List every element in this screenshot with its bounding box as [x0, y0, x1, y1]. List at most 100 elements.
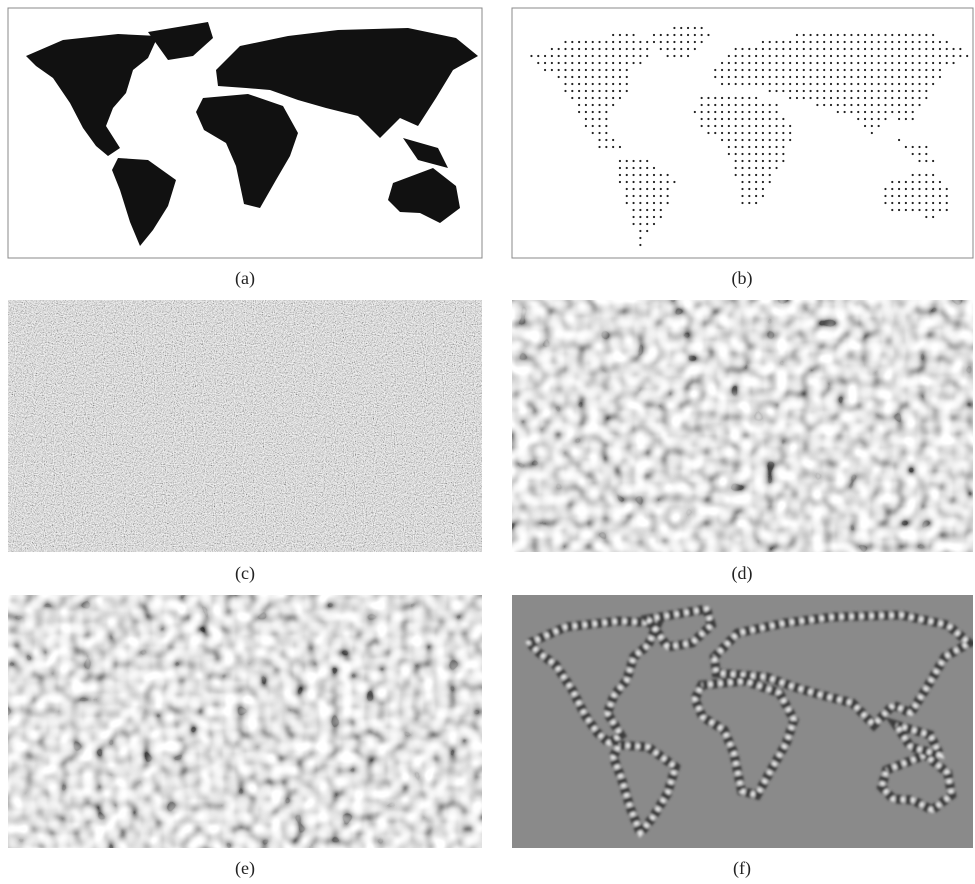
- dot: [769, 181, 771, 183]
- dot: [694, 48, 696, 50]
- dot: [939, 62, 941, 64]
- dot: [626, 174, 628, 176]
- dot: [864, 97, 866, 99]
- dot: [884, 104, 886, 106]
- dot: [741, 132, 743, 134]
- dot: [864, 111, 866, 113]
- dot: [782, 125, 784, 127]
- dot: [844, 97, 846, 99]
- dot: [932, 69, 934, 71]
- dot: [959, 55, 961, 57]
- dot: [803, 97, 805, 99]
- dot: [741, 62, 743, 64]
- dot: [769, 90, 771, 92]
- dot: [782, 132, 784, 134]
- dot: [619, 76, 621, 78]
- dot: [605, 48, 607, 50]
- dot: [925, 34, 927, 36]
- dot: [558, 76, 560, 78]
- dot: [619, 174, 621, 176]
- dot: [809, 90, 811, 92]
- dot: [694, 41, 696, 43]
- dot: [871, 111, 873, 113]
- dot: [918, 146, 920, 148]
- dot: [735, 153, 737, 155]
- dot: [762, 167, 764, 169]
- dot: [891, 104, 893, 106]
- dot: [680, 27, 682, 29]
- dot: [782, 160, 784, 162]
- dot: [741, 69, 743, 71]
- texture-image: [8, 595, 482, 848]
- dot: [803, 62, 805, 64]
- dot: [735, 62, 737, 64]
- dot: [789, 97, 791, 99]
- dot: [612, 34, 614, 36]
- dot: [789, 125, 791, 127]
- dot: [728, 62, 730, 64]
- dot: [748, 174, 750, 176]
- dot: [646, 181, 648, 183]
- dot: [837, 69, 839, 71]
- dot: [939, 69, 941, 71]
- dot: [578, 69, 580, 71]
- dot: [646, 209, 648, 211]
- dot: [864, 69, 866, 71]
- dot: [721, 69, 723, 71]
- dot: [626, 83, 628, 85]
- dot: [816, 104, 818, 106]
- dot: [932, 34, 934, 36]
- dot: [728, 125, 730, 127]
- dot: [905, 118, 907, 120]
- dot: [687, 34, 689, 36]
- dot: [864, 125, 866, 127]
- dot: [884, 118, 886, 120]
- dot: [598, 104, 600, 106]
- dot: [769, 69, 771, 71]
- noise-image: [8, 300, 482, 552]
- dot: [884, 48, 886, 50]
- dot: [592, 111, 594, 113]
- dot: [789, 90, 791, 92]
- dot: [632, 223, 634, 225]
- dot: [823, 69, 825, 71]
- dot: [598, 132, 600, 134]
- dot: [891, 202, 893, 204]
- dot: [598, 111, 600, 113]
- dot: [912, 48, 914, 50]
- dot: [850, 48, 852, 50]
- dot: [701, 104, 703, 106]
- dot: [632, 55, 634, 57]
- dot: [578, 111, 580, 113]
- dot: [755, 83, 757, 85]
- dot: [912, 104, 914, 106]
- dot: [925, 97, 927, 99]
- dot: [578, 104, 580, 106]
- dot: [905, 83, 907, 85]
- dot: [605, 104, 607, 106]
- dot: [884, 55, 886, 57]
- dot: [748, 132, 750, 134]
- dot: [912, 118, 914, 120]
- dot: [605, 90, 607, 92]
- dot: [850, 83, 852, 85]
- dot: [585, 90, 587, 92]
- dot: [871, 76, 873, 78]
- dot: [905, 90, 907, 92]
- dot: [748, 97, 750, 99]
- dot: [898, 202, 900, 204]
- dot: [605, 62, 607, 64]
- dot: [932, 41, 934, 43]
- dot: [592, 125, 594, 127]
- dot: [789, 62, 791, 64]
- dot: [571, 76, 573, 78]
- dot: [891, 34, 893, 36]
- dot: [748, 181, 750, 183]
- dot: [918, 83, 920, 85]
- dot: [626, 69, 628, 71]
- dot: [755, 181, 757, 183]
- dot: [857, 76, 859, 78]
- dot: [748, 48, 750, 50]
- dot: [844, 48, 846, 50]
- dot: [714, 76, 716, 78]
